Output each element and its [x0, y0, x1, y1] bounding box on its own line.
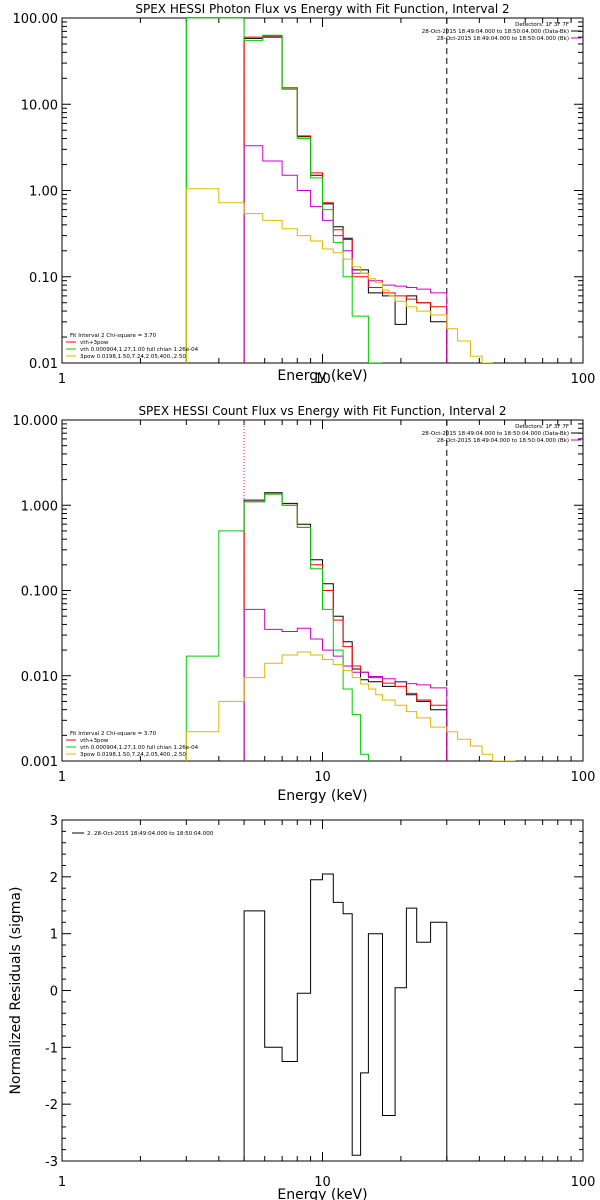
axes-frame [61, 819, 584, 1162]
legend-entry: 2. 28-Oct-2015 18:49:04.000 to 18:50:04.… [87, 831, 214, 837]
x-tick-label: 10 [314, 770, 331, 785]
residuals-chart: 1 10 100 Energy (keV) -3 -2 -1 0 1 2 3 Normalized R… [8, 814, 595, 1200]
header-line: 28-Oct-2015 18:49:04.000 to 18:50:04.000… [422, 431, 569, 437]
x-tick-label: 1 [58, 1175, 66, 1190]
y-tick-label: 10.00 [21, 98, 58, 113]
x-tick-label: 100 [571, 372, 596, 387]
plot-data [185, 420, 516, 761]
y-tick-label: -2 [45, 1098, 58, 1113]
x-tick-label: 1 [58, 372, 66, 387]
chart-title: SPEX HESSI Count Flux vs Energy with Fit… [138, 404, 506, 418]
chart-title: SPEX HESSI Photon Flux vs Energy with Fi… [135, 2, 509, 16]
residuals-line [243, 873, 448, 1161]
y-axis-label: Normalized Residuals (sigma) [8, 887, 24, 1095]
legend-entry: 3pow 0.0198,1.50,7.24,2.05,400.,2.50 [80, 752, 186, 758]
header-line: 28-Oct-2015 18:49:04.000 to 18:50:04.000… [437, 438, 569, 444]
header-line: Detectors: 1F 3F 7F [515, 424, 569, 430]
y-tick-label: 0.001 [21, 755, 58, 770]
legend-entry: vth 0.000904,1.27,1.00 full chian 1.26e-… [80, 347, 199, 353]
plot-data [243, 873, 448, 1161]
legend-title: Fit Interval 2 Chi-square = 3.70 [70, 731, 157, 737]
y-tick-label: 100.00 [13, 12, 59, 27]
y-tick-label: 10.000 [13, 414, 59, 429]
y-tick-label: 1.00 [29, 185, 58, 200]
y-tick-label: -3 [45, 1155, 58, 1170]
series-bk-line [243, 608, 448, 761]
legend-entry: vth+3pow [80, 738, 109, 744]
y-tick-label: 0.010 [21, 670, 58, 685]
legend-title: Fit Interval 2 Chi-square = 3.70 [70, 333, 157, 339]
y-tick-label: 1 [50, 928, 58, 943]
x-tick-label: 1 [58, 770, 66, 785]
header-line: 28-Oct-2015 18:49:04.000 to 18:50:04.000… [422, 29, 569, 35]
x-axis-label: Energy (keV) [277, 368, 367, 384]
y-tick-label: 0 [50, 985, 58, 1000]
count-flux-chart: SPEX HESSI Count Flux vs Energy with Fit… [13, 404, 596, 804]
y-tick-label: 0.100 [21, 585, 58, 600]
series-vth-line [185, 18, 383, 363]
legend-entry: 3pow 0.0198,1.50,7.24,2.05,400.,2.50 [80, 354, 186, 360]
series-3pow-line [185, 651, 516, 761]
header-line: 28-Oct-2015 18:49:04.000 to 18:50:04.000… [437, 36, 569, 42]
plot-data [185, 18, 493, 363]
legend-entry: vth 0.000904,1.27,1.00 full chian 1.26e-… [80, 745, 199, 751]
y-tick-label: -1 [45, 1041, 58, 1056]
x-tick-label: 100 [571, 1175, 596, 1190]
x-axis-label: Energy (keV) [277, 788, 367, 804]
series-data-bk-line [243, 36, 448, 363]
y-tick-label: 2 [50, 871, 58, 886]
y-tick-label: 0.10 [29, 271, 58, 286]
y-tick-label: 1.000 [21, 499, 58, 514]
series-bk-line [243, 145, 448, 363]
x-tick-label: 100 [571, 770, 596, 785]
series-vth-3pow-line [243, 493, 448, 761]
legend-entry: vth+3pow [80, 340, 109, 346]
photon-flux-chart: SPEX HESSI Photon Flux vs Energy with Fi… [13, 2, 596, 387]
header-line: Detectors: 1F 3F 7F [515, 22, 569, 28]
series-vth-3pow-line [243, 35, 448, 363]
x-axis-label: Energy (keV) [277, 1187, 367, 1200]
y-tick-label: 3 [50, 814, 58, 829]
x-tick-label: 10 [314, 372, 331, 387]
y-tick-label: 0.01 [29, 357, 58, 372]
x-tick-label: 10 [314, 1175, 331, 1190]
series-data-bk-line [243, 492, 448, 761]
series-vth-line [185, 493, 369, 761]
series-3pow-line [185, 188, 493, 363]
